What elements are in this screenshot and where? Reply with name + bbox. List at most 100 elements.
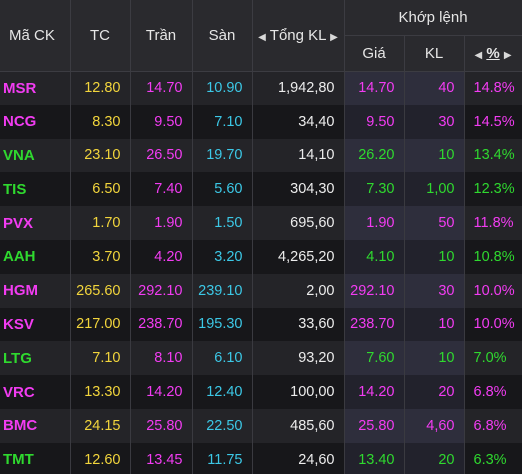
ceiling-column-header[interactable]: Trần [130,0,193,72]
right-triangle-icon[interactable]: ▶ [330,31,338,43]
match-group-header: Khớp lệnh [344,0,522,36]
ceiling-price-cell: 13.45 [130,442,193,474]
total-volume-cell: 100,00 [252,375,345,409]
match-price-cell: 292.10 [344,273,405,308]
change-pct-cell: 6.3% [464,442,522,474]
symbol-cell[interactable]: NCG [0,104,71,139]
table-row[interactable]: VRC 13.30 14.20 12.40 100,00 14.20 20 6.8% [0,375,522,409]
change-pct-cell: 14.8% [464,71,522,105]
floor-price-cell: 12.40 [192,375,253,409]
reference-price-cell: 217.00 [70,307,131,342]
symbol-cell[interactable]: VNA [0,138,71,173]
ceiling-price-cell: 25.80 [130,408,193,443]
total-volume-cell: 4,265,20 [252,239,345,274]
ceiling-price-cell: 4.20 [130,239,193,274]
reference-price-cell: 8.30 [70,104,131,139]
total-volume-cell: 34,40 [252,104,345,139]
match-price-cell: 13.40 [344,442,405,474]
floor-price-cell: 6.10 [192,341,253,376]
match-price-cell: 9.50 [344,104,405,139]
ceiling-price-cell: 7.40 [130,172,193,207]
total-volume-cell: 93,20 [252,341,345,376]
change-pct-cell: 10.8% [464,239,522,274]
table-row[interactable]: LTG 7.10 8.10 6.10 93,20 7.60 10 7.0% [0,341,522,376]
total-volume-cell: 485,60 [252,408,345,443]
reference-price-cell: 1.70 [70,206,131,240]
table-row[interactable]: TIS 6.50 7.40 5.60 304,30 7.30 1,00 12.3% [0,172,522,207]
change-pct-cell: 13.4% [464,138,522,173]
left-triangle-icon[interactable]: ◀ [474,49,483,61]
table-row[interactable]: MSR 12.80 14.70 10.90 1,942,80 14.70 40 14.8% [0,71,522,105]
left-triangle-icon[interactable]: ◀ [258,31,266,43]
match-price-column-header[interactable]: Giá [344,35,405,72]
total-volume-cell: 24,60 [252,442,345,474]
reference-price-cell: 7.10 [70,341,131,376]
symbol-cell[interactable]: KSV [0,307,71,342]
total-volume-cell: 304,30 [252,172,345,207]
total-volume-column-header[interactable]: ◀ Tổng KL ▶ [252,0,345,72]
match-volume-cell: 1,00 [404,172,465,207]
table-row[interactable]: KSV 217.00 238.70 195.30 33,60 238.70 10 10.0% [0,307,522,342]
change-pct-cell: 6.8% [464,408,522,443]
floor-price-cell: 239.10 [192,273,253,308]
symbol-cell[interactable]: AAH [0,239,71,274]
symbol-cell[interactable]: VRC [0,375,71,409]
reference-column-header[interactable]: TC [70,0,131,72]
match-volume-cell: 30 [404,273,465,308]
table-row[interactable]: HGM 265.60 292.10 239.10 2,00 292.10 30 10.0% [0,273,522,308]
table-row[interactable]: TMT 12.60 13.45 11.75 24,60 13.40 20 6.3% [0,442,522,474]
symbol-cell[interactable]: BMC [0,408,71,443]
reference-price-cell: 6.50 [70,172,131,207]
reference-price-cell: 3.70 [70,239,131,274]
floor-price-cell: 22.50 [192,408,253,443]
reference-price-cell: 265.60 [70,273,131,308]
change-pct-column-header[interactable]: ◀ % ▶ [464,35,522,72]
right-triangle-icon[interactable]: ▶ [503,49,512,61]
change-pct-cell: 7.0% [464,341,522,376]
symbol-cell[interactable]: TMT [0,442,71,474]
match-volume-column-header[interactable]: KL [404,35,465,72]
ceiling-price-cell: 9.50 [130,104,193,139]
reference-price-cell: 12.80 [70,71,131,105]
total-volume-cell: 1,942,80 [252,71,345,105]
reference-price-cell: 13.30 [70,375,131,409]
change-pct-cell: 6.8% [464,375,522,409]
match-price-cell: 14.70 [344,71,405,105]
change-pct-cell: 11.8% [464,206,522,240]
table-row[interactable]: PVX 1.70 1.90 1.50 695,60 1.90 50 11.8% [0,206,522,240]
symbol-cell[interactable]: HGM [0,273,71,308]
ceiling-price-cell: 8.10 [130,341,193,376]
price-board-body: MSR 12.80 14.70 10.90 1,942,80 14.70 40 14.8% NC… [0,71,522,474]
symbol-cell[interactable]: LTG [0,341,71,376]
floor-price-cell: 7.10 [192,104,253,139]
total-volume-cell: 695,60 [252,206,345,240]
reference-price-cell: 23.10 [70,138,131,173]
match-volume-cell: 20 [404,442,465,474]
floor-column-header[interactable]: Sàn [192,0,253,72]
symbol-cell[interactable]: PVX [0,206,71,240]
match-volume-cell: 10 [404,341,465,376]
total-volume-label: Tổng KL [269,26,326,44]
table-row[interactable]: AAH 3.70 4.20 3.20 4,265,20 4.10 10 10.8% [0,239,522,274]
change-pct-label: % [486,44,500,62]
table-row[interactable]: NCG 8.30 9.50 7.10 34,40 9.50 30 14.5% [0,104,522,139]
change-pct-cell: 14.5% [464,104,522,139]
table-row[interactable]: BMC 24.15 25.80 22.50 485,60 25.80 4,60 6.8% [0,408,522,443]
symbol-cell[interactable]: TIS [0,172,71,207]
match-price-cell: 7.30 [344,172,405,207]
floor-price-cell: 1.50 [192,206,253,240]
match-price-cell: 14.20 [344,375,405,409]
match-volume-cell: 30 [404,104,465,139]
change-pct-cell: 12.3% [464,172,522,207]
symbol-column-header[interactable]: Mã CK [0,0,71,72]
ceiling-price-cell: 14.20 [130,375,193,409]
table-row[interactable]: VNA 23.10 26.50 19.70 14,10 26.20 10 13.4% [0,138,522,173]
match-price-cell: 25.80 [344,408,405,443]
match-price-cell: 26.20 [344,138,405,173]
ceiling-price-cell: 1.90 [130,206,193,240]
match-price-cell: 1.90 [344,206,405,240]
total-volume-cell: 2,00 [252,273,345,308]
reference-price-cell: 12.60 [70,442,131,474]
symbol-cell[interactable]: MSR [0,71,71,105]
